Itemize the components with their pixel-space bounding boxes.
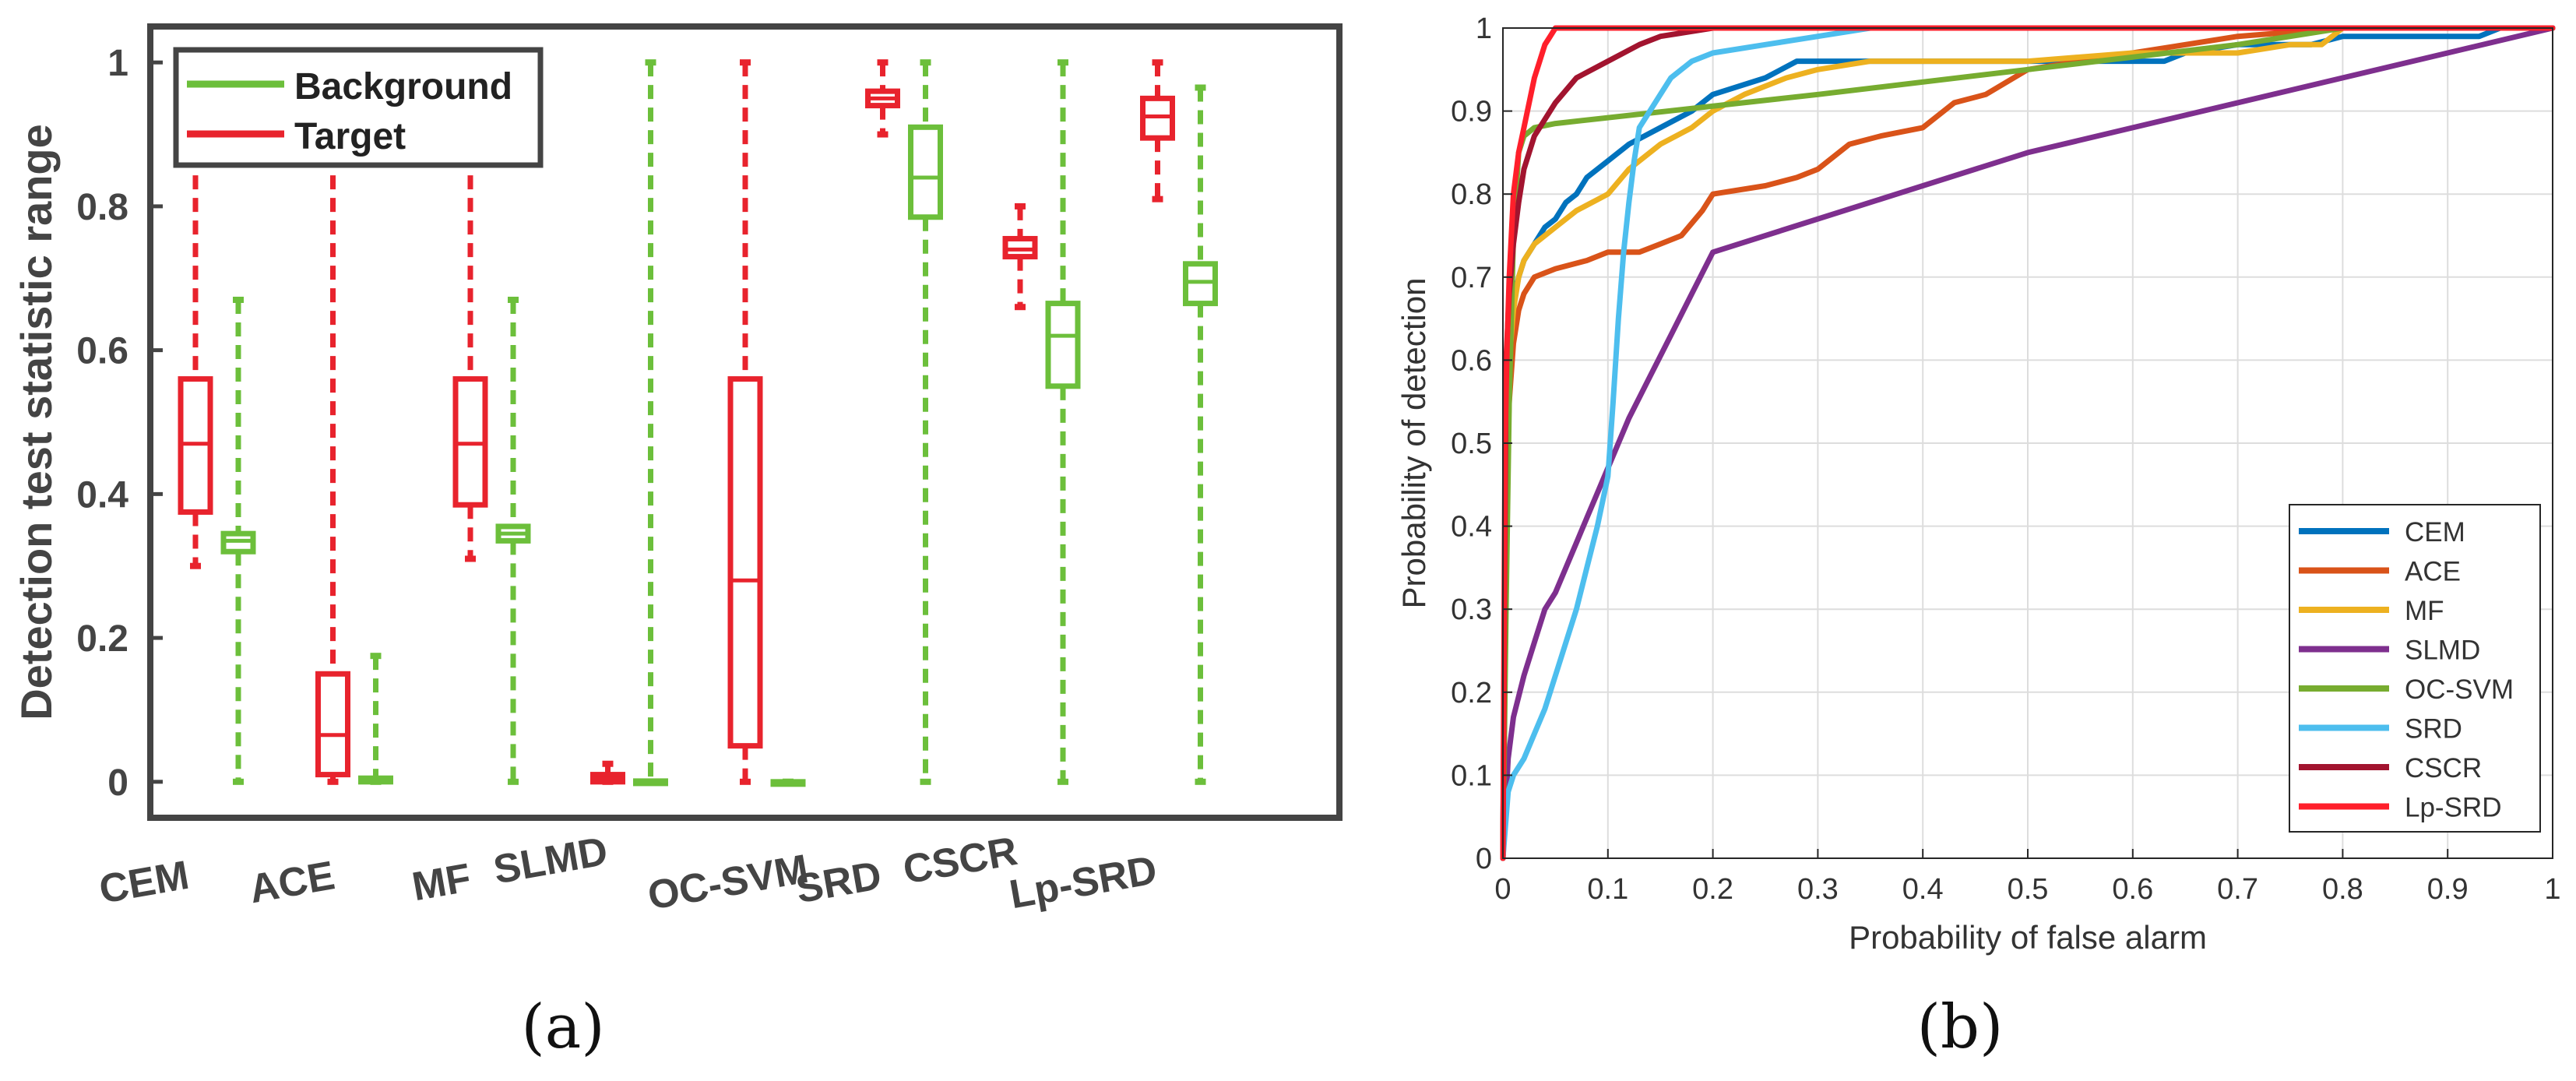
- roc-curve-mf: [1500, 25, 2556, 861]
- roc-y-tick-label: 0.6: [1451, 344, 1492, 377]
- roc-x-tick-label: 1: [2544, 873, 2560, 906]
- box-background-lp-srd: [1183, 84, 1218, 785]
- boxplot-legend: Background Target: [173, 47, 544, 168]
- roc-legend-item-srd: SRD: [2299, 714, 2462, 745]
- category-label-oc-svm: OC-SVM: [645, 847, 812, 919]
- roc-x-axis-label: Probability of false alarm: [1849, 919, 2207, 956]
- box-target-srd: [865, 59, 900, 138]
- category-label-cem: CEM: [96, 853, 192, 913]
- boxplot-y-tick-label: 0.6: [76, 331, 128, 372]
- box-iqr: [727, 376, 763, 749]
- roc-x-tick-label: 0.7: [2217, 873, 2258, 906]
- roc-legend-label: OC-SVM: [2405, 674, 2514, 705]
- boxplot-y-tick-label: 0.2: [76, 618, 128, 660]
- roc-x-tick-label: 0.2: [1692, 873, 1733, 906]
- roc-ticks: 0 0.1 0.2 0.3 0.4 0.5 0.6 0.7 0.8 0.9 1 0 0.1 0.2 0.3 0…: [1451, 12, 2560, 906]
- boxplot-y-tick-label: 0.8: [76, 187, 128, 228]
- roc-legend-box: [2289, 504, 2541, 833]
- roc-y-tick-label: 1: [1476, 12, 1492, 45]
- roc-y-tick-label: 0.8: [1451, 178, 1492, 211]
- roc-legend-item-lp-srd: Lp-SRD: [2299, 793, 2501, 823]
- box-target-slmd: [590, 760, 625, 785]
- roc-x-tick-label: 0: [1494, 873, 1511, 906]
- boxplot-boxes: [178, 59, 1218, 787]
- roc-legend: CEM ACE MF SLMD OC-SVM SRD CSCR Lp-SRD: [2289, 504, 2541, 833]
- roc-x-tick-label: 0.9: [2427, 873, 2469, 906]
- roc-legend-label: Lp-SRD: [2405, 793, 2501, 823]
- roc-y-tick-label: 0.4: [1451, 511, 1492, 544]
- boxplot-y-tick-label: 1: [107, 43, 128, 84]
- roc-legend-label: SLMD: [2405, 636, 2480, 666]
- category-label-mf: MF: [409, 855, 474, 910]
- roc-legend-item-cem: CEM: [2299, 517, 2465, 548]
- legend-item-target: Target: [187, 116, 406, 157]
- box-iqr: [908, 124, 943, 220]
- box-target-oc-svm: [727, 59, 763, 785]
- legend-item-background: Background: [187, 66, 512, 107]
- roc-curves: [1500, 25, 2556, 861]
- caption-b: (b): [1917, 992, 2004, 1062]
- legend-label-target: Target: [294, 116, 406, 157]
- box-background-mf: [495, 296, 531, 785]
- roc-legend-items: CEM ACE MF SLMD OC-SVM SRD CSCR Lp-SRD: [2299, 517, 2514, 823]
- roc-y-tick-label: 0.3: [1451, 593, 1492, 626]
- roc-panel: 0 0.1 0.2 0.3 0.4 0.5 0.6 0.7 0.8 0.9 1 0 0.1 0.2 0.3 0…: [1395, 12, 2561, 956]
- roc-curve-srd: [1500, 25, 2556, 861]
- roc-y-tick-label: 0.2: [1451, 677, 1492, 710]
- roc-legend-label: CSCR: [2405, 753, 2482, 783]
- legend-label-background: Background: [294, 66, 512, 107]
- roc-x-tick-label: 0.8: [2322, 873, 2363, 906]
- roc-y-axis-label: Probability of detection: [1395, 278, 1432, 609]
- roc-x-tick-label: 0.3: [1797, 873, 1839, 906]
- box-background-ace: [358, 653, 393, 785]
- roc-legend-label: MF: [2405, 596, 2444, 626]
- roc-legend-label: CEM: [2405, 517, 2465, 548]
- box-background-srd: [908, 59, 943, 785]
- box-background-oc-svm: [770, 778, 806, 787]
- boxplot-legend-box: [173, 47, 544, 168]
- box-background-cscr: [1045, 59, 1081, 785]
- box-target-cscr: [1002, 202, 1038, 311]
- boxplot-y-tick-label: 0.4: [76, 474, 128, 516]
- category-label-cscr: CSCR: [899, 829, 1020, 893]
- boxplot-y-tick-label: 0: [107, 762, 128, 804]
- roc-legend-item-mf: MF: [2299, 596, 2444, 626]
- box-background-slmd: [633, 59, 668, 787]
- roc-legend-item-slmd: SLMD: [2299, 636, 2480, 666]
- roc-legend-label: ACE: [2405, 557, 2461, 587]
- roc-x-tick-label: 0.1: [1587, 873, 1628, 906]
- roc-y-tick-label: 0.5: [1451, 428, 1492, 460]
- category-label-ace: ACE: [246, 853, 338, 912]
- box-iqr: [1045, 301, 1081, 389]
- category-label-slmd: SLMD: [490, 829, 611, 893]
- roc-legend-item-ace: ACE: [2299, 557, 2461, 587]
- roc-legend-item-cscr: CSCR: [2299, 753, 2482, 783]
- category-label-lp-srd: Lp-SRD: [1006, 847, 1160, 917]
- roc-y-tick-label: 0: [1476, 843, 1492, 875]
- roc-curve-slmd: [1500, 25, 2556, 861]
- roc-legend-item-oc-svm: OC-SVM: [2299, 674, 2514, 705]
- roc-x-tick-label: 0.6: [2112, 873, 2153, 906]
- boxplot-y-ticks: 0 0.2 0.4 0.6 0.8 1: [76, 43, 163, 804]
- roc-y-tick-label: 0.1: [1451, 759, 1492, 792]
- box-target-lp-srd: [1140, 59, 1175, 202]
- roc-y-tick-label: 0.7: [1451, 262, 1492, 294]
- box-iqr: [315, 671, 350, 778]
- roc-y-tick-label: 0.9: [1451, 96, 1492, 129]
- roc-curve-lp-srd: [1500, 25, 2556, 861]
- roc-curve-oc-svm: [1500, 25, 2556, 861]
- boxplot-frame: [147, 23, 1343, 821]
- roc-x-tick-label: 0.5: [2008, 873, 2049, 906]
- boxplot-y-axis-label: Detection test statistic range: [12, 124, 61, 720]
- roc-x-tick-label: 0.4: [1902, 873, 1944, 906]
- roc-legend-label: SRD: [2405, 714, 2462, 745]
- caption-a: (a): [521, 992, 604, 1062]
- box-background-cem: [220, 296, 256, 785]
